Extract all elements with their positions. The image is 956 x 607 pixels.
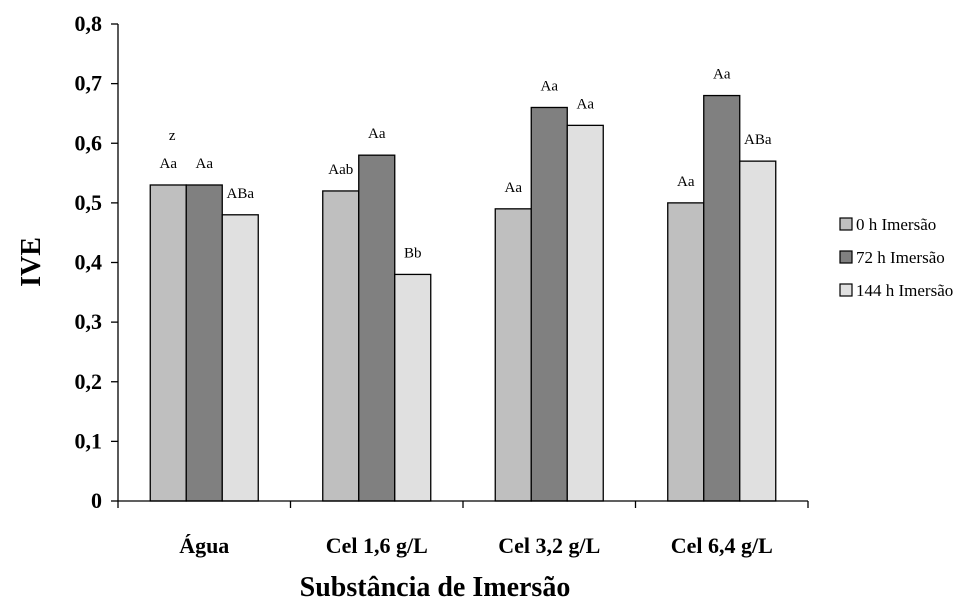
legend-swatch: [839, 283, 853, 297]
y-tick-label: 0,5: [75, 190, 103, 215]
data-label: Aa: [541, 78, 559, 94]
data-labels: Aa Aa ABa Aab Aa Bb Aa Aa Aa Aa Aa ABa z: [160, 67, 772, 262]
bar-3-3: [566, 124, 604, 502]
data-label: Aa: [505, 180, 523, 196]
bar-1-1: [149, 184, 187, 502]
data-label: Aa: [677, 174, 695, 190]
legend-swatch: [839, 250, 853, 264]
data-label: Aa: [368, 126, 386, 142]
x-tick-label: Água: [179, 533, 229, 558]
bar-1-3: [494, 208, 532, 502]
bar-2-4: [703, 94, 741, 502]
x-tick-label: Cel 1,6 g/L: [326, 533, 428, 558]
data-label: ABa: [227, 186, 255, 202]
y-tick-label: 0,3: [75, 309, 103, 334]
y-tick-label: 0,8: [75, 11, 103, 36]
data-label: Bb: [404, 245, 422, 261]
y-tick-label: 0,6: [75, 130, 103, 155]
data-label: Aab: [328, 162, 353, 178]
y-tick-label: 0: [91, 488, 102, 513]
bar-3-2: [394, 273, 432, 502]
data-label: ABa: [744, 132, 772, 148]
x-tick-label: Cel 3,2 g/L: [498, 533, 600, 558]
data-label: Aa: [577, 96, 595, 112]
bar-2-3: [530, 106, 568, 502]
bar-3-1: [221, 214, 259, 502]
y-tick-label: 0,2: [75, 369, 103, 394]
bars: [149, 94, 777, 502]
legend-label: 0 h Imersão: [856, 215, 936, 234]
bar-2-2: [358, 154, 396, 502]
legend-swatch: [839, 217, 853, 231]
legend-label: 72 h Imersão: [856, 248, 945, 267]
legend-label: 144 h Imersão: [856, 281, 953, 300]
x-axis-title: Substância de Imersão: [300, 572, 571, 603]
bar-1-4: [667, 202, 705, 502]
y-tick-label: 0,4: [75, 250, 103, 275]
data-label: Aa: [160, 156, 178, 172]
legend: 0 h Imersão 72 h Imersão 144 h Imersão: [839, 215, 953, 300]
x-tick-label: Cel 6,4 g/L: [671, 533, 773, 558]
data-label: Aa: [713, 67, 731, 83]
y-axis-title: IVE: [16, 237, 47, 287]
data-label: Aa: [196, 156, 214, 172]
bar-3-4: [739, 160, 777, 502]
bar-1-2: [322, 190, 360, 502]
y-tick-label: 0,7: [75, 71, 103, 96]
bar-2-1: [185, 184, 223, 502]
axes: 0 0,1 0,2 0,3 0,4 0,5 0,6 0,7 0,8 Água Cel 1,6 g/L…: [75, 11, 809, 558]
annotation-label: z: [169, 128, 176, 144]
y-tick-label: 0,1: [75, 428, 103, 453]
